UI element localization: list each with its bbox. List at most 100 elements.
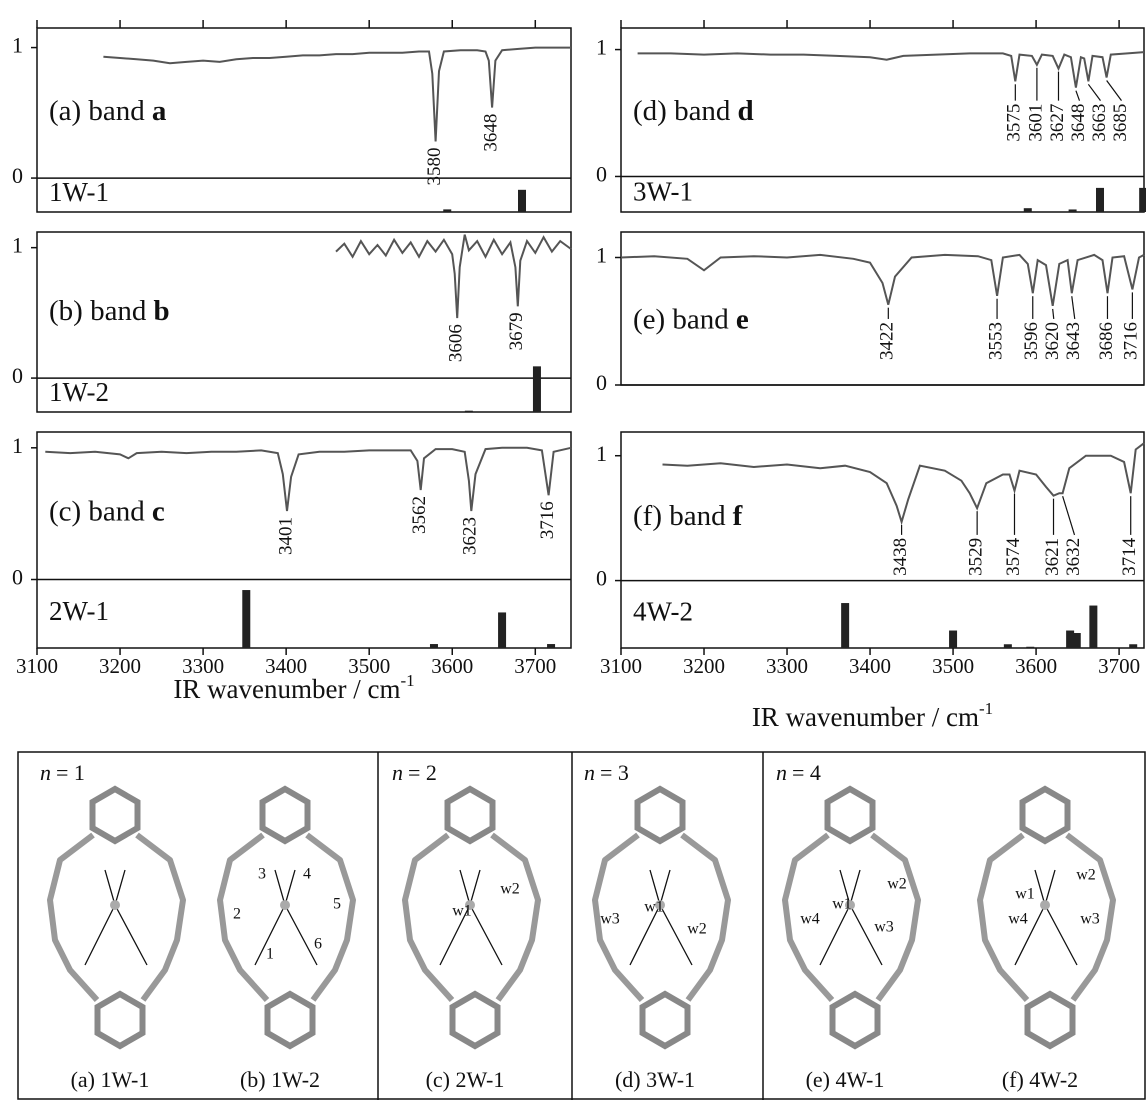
y-tick-label: 0 [596, 566, 607, 591]
section-symbol: n [776, 760, 787, 785]
structure-label: 1 [266, 946, 274, 963]
x-axis-label-text: IR wavenumber / cm [752, 702, 979, 732]
spectrum-line [621, 255, 1144, 306]
section-symbol: n [584, 760, 595, 785]
y-tick-label: 0 [596, 162, 607, 187]
molecule-ring [1023, 789, 1068, 841]
molecule-ring [638, 789, 683, 841]
peak-label: 3596 [1021, 322, 1042, 360]
molecule-ring [828, 789, 873, 841]
molecule-chain [307, 835, 353, 1000]
panel-title: (a) banda [49, 94, 167, 126]
stick [443, 209, 451, 212]
peak-label: 3685 [1110, 104, 1131, 142]
y-tick-label: 1 [596, 35, 607, 60]
peak-label: 3606 [446, 324, 467, 362]
molecule-chain [405, 835, 452, 1000]
y-tick-label: 1 [596, 243, 607, 268]
peak-label: 3623 [460, 517, 481, 555]
stick [1004, 644, 1012, 648]
x-axis-label: IR wavenumber / cm-1 [752, 699, 993, 732]
water-oxygen [110, 900, 120, 910]
section-symbol: n [392, 760, 403, 785]
peak-label: 3627 [1047, 104, 1068, 142]
peak-label: 3620 [1042, 322, 1063, 360]
y-tick-label: 0 [12, 565, 23, 590]
molecule-chain [492, 835, 538, 1000]
panel-title-bold: d [737, 95, 753, 127]
stick [1069, 209, 1077, 212]
figure: 01(a) banda1W-13580364801(b) bandb1W-236… [0, 0, 1146, 1100]
structure-label: w2 [887, 876, 907, 893]
panel-title-bold: e [736, 303, 749, 335]
molecule-ring [93, 789, 138, 841]
structure-caption: (b) 1W-2 [240, 1067, 320, 1092]
structure-caption: (c) 2W-1 [426, 1067, 505, 1092]
molecule-chain [220, 835, 267, 1000]
peak-label: 3663 [1089, 104, 1110, 142]
structure-label: w4 [1008, 911, 1028, 928]
stick [518, 190, 526, 212]
panel-frame [37, 432, 571, 648]
structure-label: w4 [800, 911, 820, 928]
page: {"chart_data": [ {"type": "line", "title… [0, 0, 1146, 1100]
structure-label: 6 [314, 936, 322, 953]
peak-leader [1107, 80, 1122, 100]
x-tick-label: 3300 [766, 654, 808, 678]
section-symbol: n [40, 760, 51, 785]
peak-label: 3562 [409, 496, 430, 534]
molecule-ring [448, 789, 493, 841]
peak-label: 3648 [480, 114, 501, 152]
x-tick-label: 3600 [431, 654, 473, 678]
panel-title-text: (f) band [633, 500, 726, 532]
stick-label: 3W-1 [633, 176, 693, 206]
stick [1073, 633, 1081, 648]
peak-leader [1063, 496, 1075, 535]
structures-frame [18, 752, 1145, 1099]
x-tick-label: 3200 [683, 654, 725, 678]
x-axis-label-sup: -1 [401, 671, 415, 690]
peak-label: 3632 [1063, 538, 1084, 576]
structure-label: w2 [1076, 867, 1096, 884]
peak-label: 3575 [1004, 104, 1025, 142]
stick [1026, 647, 1034, 648]
section-value: = 2 [408, 760, 437, 785]
stick [430, 644, 438, 648]
water-oxygen [280, 900, 290, 910]
peak-leader [1072, 296, 1075, 319]
molecule-chain [872, 835, 918, 1000]
x-tick-label: 3700 [514, 654, 556, 678]
structure-label: w2 [687, 921, 707, 938]
panel-title-text: (e) band [633, 303, 729, 335]
panel-title: (c) bandc [49, 495, 165, 527]
peak-label: 3438 [890, 538, 911, 576]
structure-label: w2 [500, 881, 520, 898]
molecule-ring [263, 789, 308, 841]
molecule-ring [643, 994, 688, 1046]
panel-title-bold: c [152, 495, 165, 527]
y-tick-label: 1 [12, 33, 23, 58]
peak-label: 3422 [877, 322, 898, 360]
water-oxygen [1040, 900, 1050, 910]
structure-label: w3 [874, 919, 894, 936]
structure-caption: (a) 1W-1 [71, 1067, 150, 1092]
panel-title-bold: a [152, 94, 167, 126]
section-label: n= 1 [40, 760, 85, 785]
y-tick-label: 1 [596, 441, 607, 466]
structure-label: 2 [233, 906, 241, 923]
panel-title-bold: b [153, 295, 169, 327]
structure-label: w1 [452, 903, 472, 920]
stick-label: 4W-2 [633, 596, 693, 626]
stick [465, 411, 473, 412]
molecule-chain [50, 835, 97, 1000]
peak-leader [1053, 309, 1054, 319]
structure-label: w1 [832, 896, 852, 913]
stick [1129, 644, 1137, 648]
y-tick-label: 1 [12, 233, 23, 258]
panel-title-text: (d) band [633, 95, 731, 127]
molecule-bond [85, 870, 147, 965]
stick [1139, 188, 1146, 212]
x-axis-label-sup: -1 [979, 699, 993, 718]
peak-leader [1088, 84, 1100, 100]
